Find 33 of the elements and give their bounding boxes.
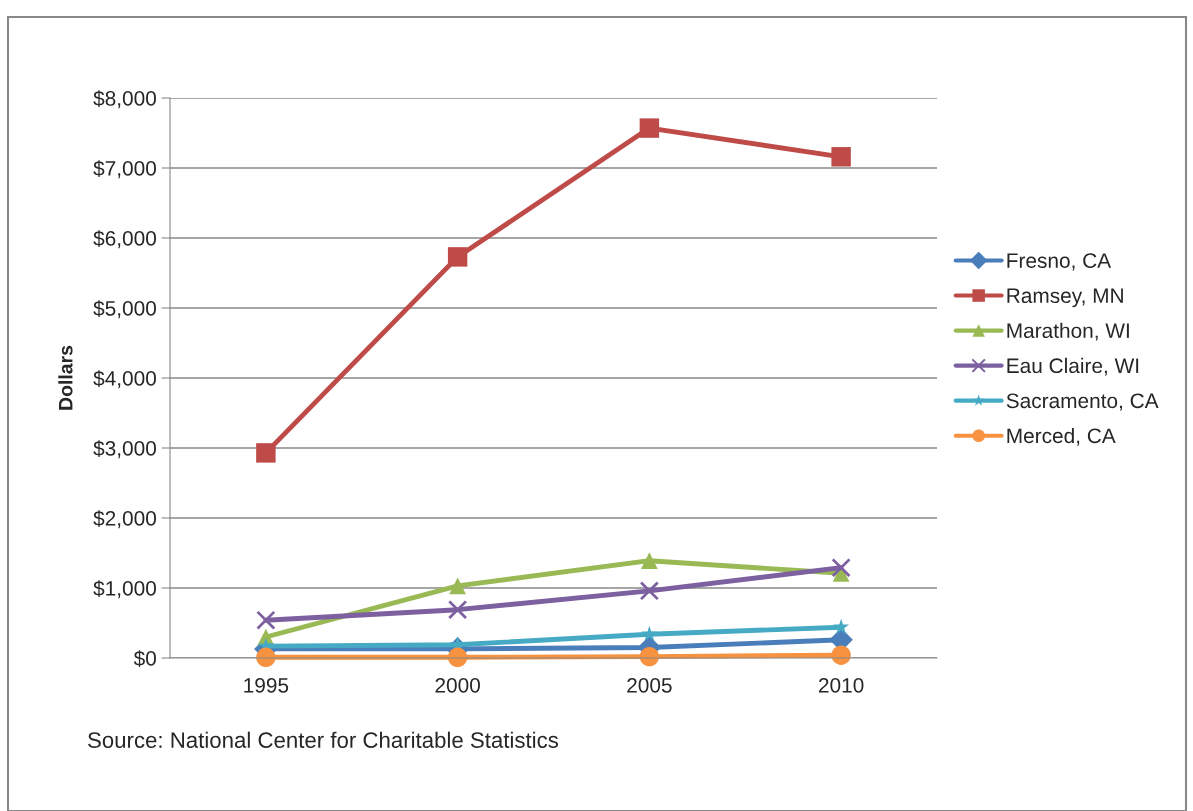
point [831, 147, 851, 167]
legend-label: Merced, CA [1007, 427, 1116, 446]
x-tick-label: 1995 [244, 677, 289, 693]
point [447, 247, 468, 267]
y-tick-label: $6,000 [93, 230, 156, 249]
y-axis-title: Dollars [58, 345, 73, 410]
source-note: Source: National Center for Charitable Statistics [88, 731, 559, 748]
point [831, 557, 851, 578]
x-tick-label: 2005 [627, 677, 672, 693]
point [639, 118, 660, 138]
point [641, 552, 658, 570]
point [833, 618, 850, 634]
y-tick-label: $4,000 [93, 370, 156, 389]
legend-label: Ramsey, MN [1007, 288, 1123, 308]
point [447, 599, 468, 620]
x-tick-label: 2010 [819, 677, 864, 693]
legend-label: Eau Claire, WI [1007, 357, 1139, 376]
point [641, 625, 658, 641]
point [449, 577, 466, 595]
y-tick-label: $8,000 [93, 90, 156, 109]
legend-label: Sacramento, CA [1006, 393, 1159, 411]
y-tick-label: $2,000 [93, 510, 156, 529]
y-tick-label: $0 [133, 650, 156, 667]
legend-label: Marathon, WI [1007, 322, 1129, 341]
point [639, 581, 660, 601]
y-tick-label: $3,000 [93, 440, 156, 459]
y-tick-label: $7,000 [93, 160, 156, 179]
point [256, 610, 276, 630]
point [256, 443, 276, 463]
y-tick-label: $1,000 [93, 580, 156, 599]
x-tick-label: 2000 [435, 677, 480, 693]
legend-label: Fresno, CA [1007, 253, 1112, 271]
y-tick-label: $5,000 [93, 300, 156, 319]
